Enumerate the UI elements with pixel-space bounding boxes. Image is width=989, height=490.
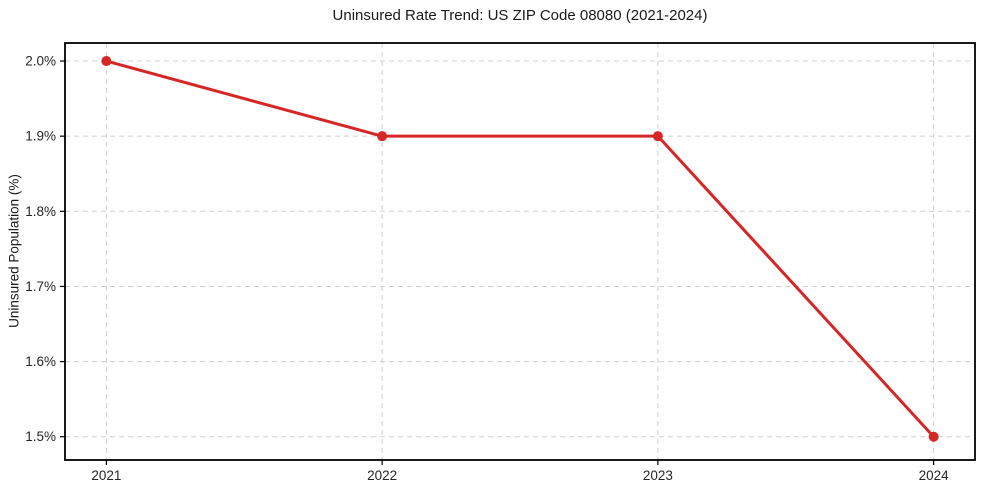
data-point-marker <box>652 131 663 142</box>
chart-title: Uninsured Rate Trend: US ZIP Code 08080 … <box>332 7 708 24</box>
x-tick-label: 2023 <box>643 468 673 483</box>
x-tick-label: 2021 <box>91 468 121 483</box>
y-tick-label: 1.8% <box>25 204 56 219</box>
plot-border <box>64 42 976 461</box>
y-tick-label: 1.7% <box>25 279 56 294</box>
data-point-marker <box>928 431 939 442</box>
x-tick-label: 2024 <box>919 468 950 483</box>
series-line <box>104 59 936 439</box>
y-tick-label: 1.5% <box>25 429 56 444</box>
y-tick-label: 1.6% <box>25 354 56 369</box>
y-tick-label: 2.0% <box>25 54 56 69</box>
x-tick-label: 2022 <box>367 468 397 483</box>
y-tick-label: 1.9% <box>25 129 56 144</box>
data-point-marker <box>101 56 112 67</box>
data-point-marker <box>377 131 388 142</box>
